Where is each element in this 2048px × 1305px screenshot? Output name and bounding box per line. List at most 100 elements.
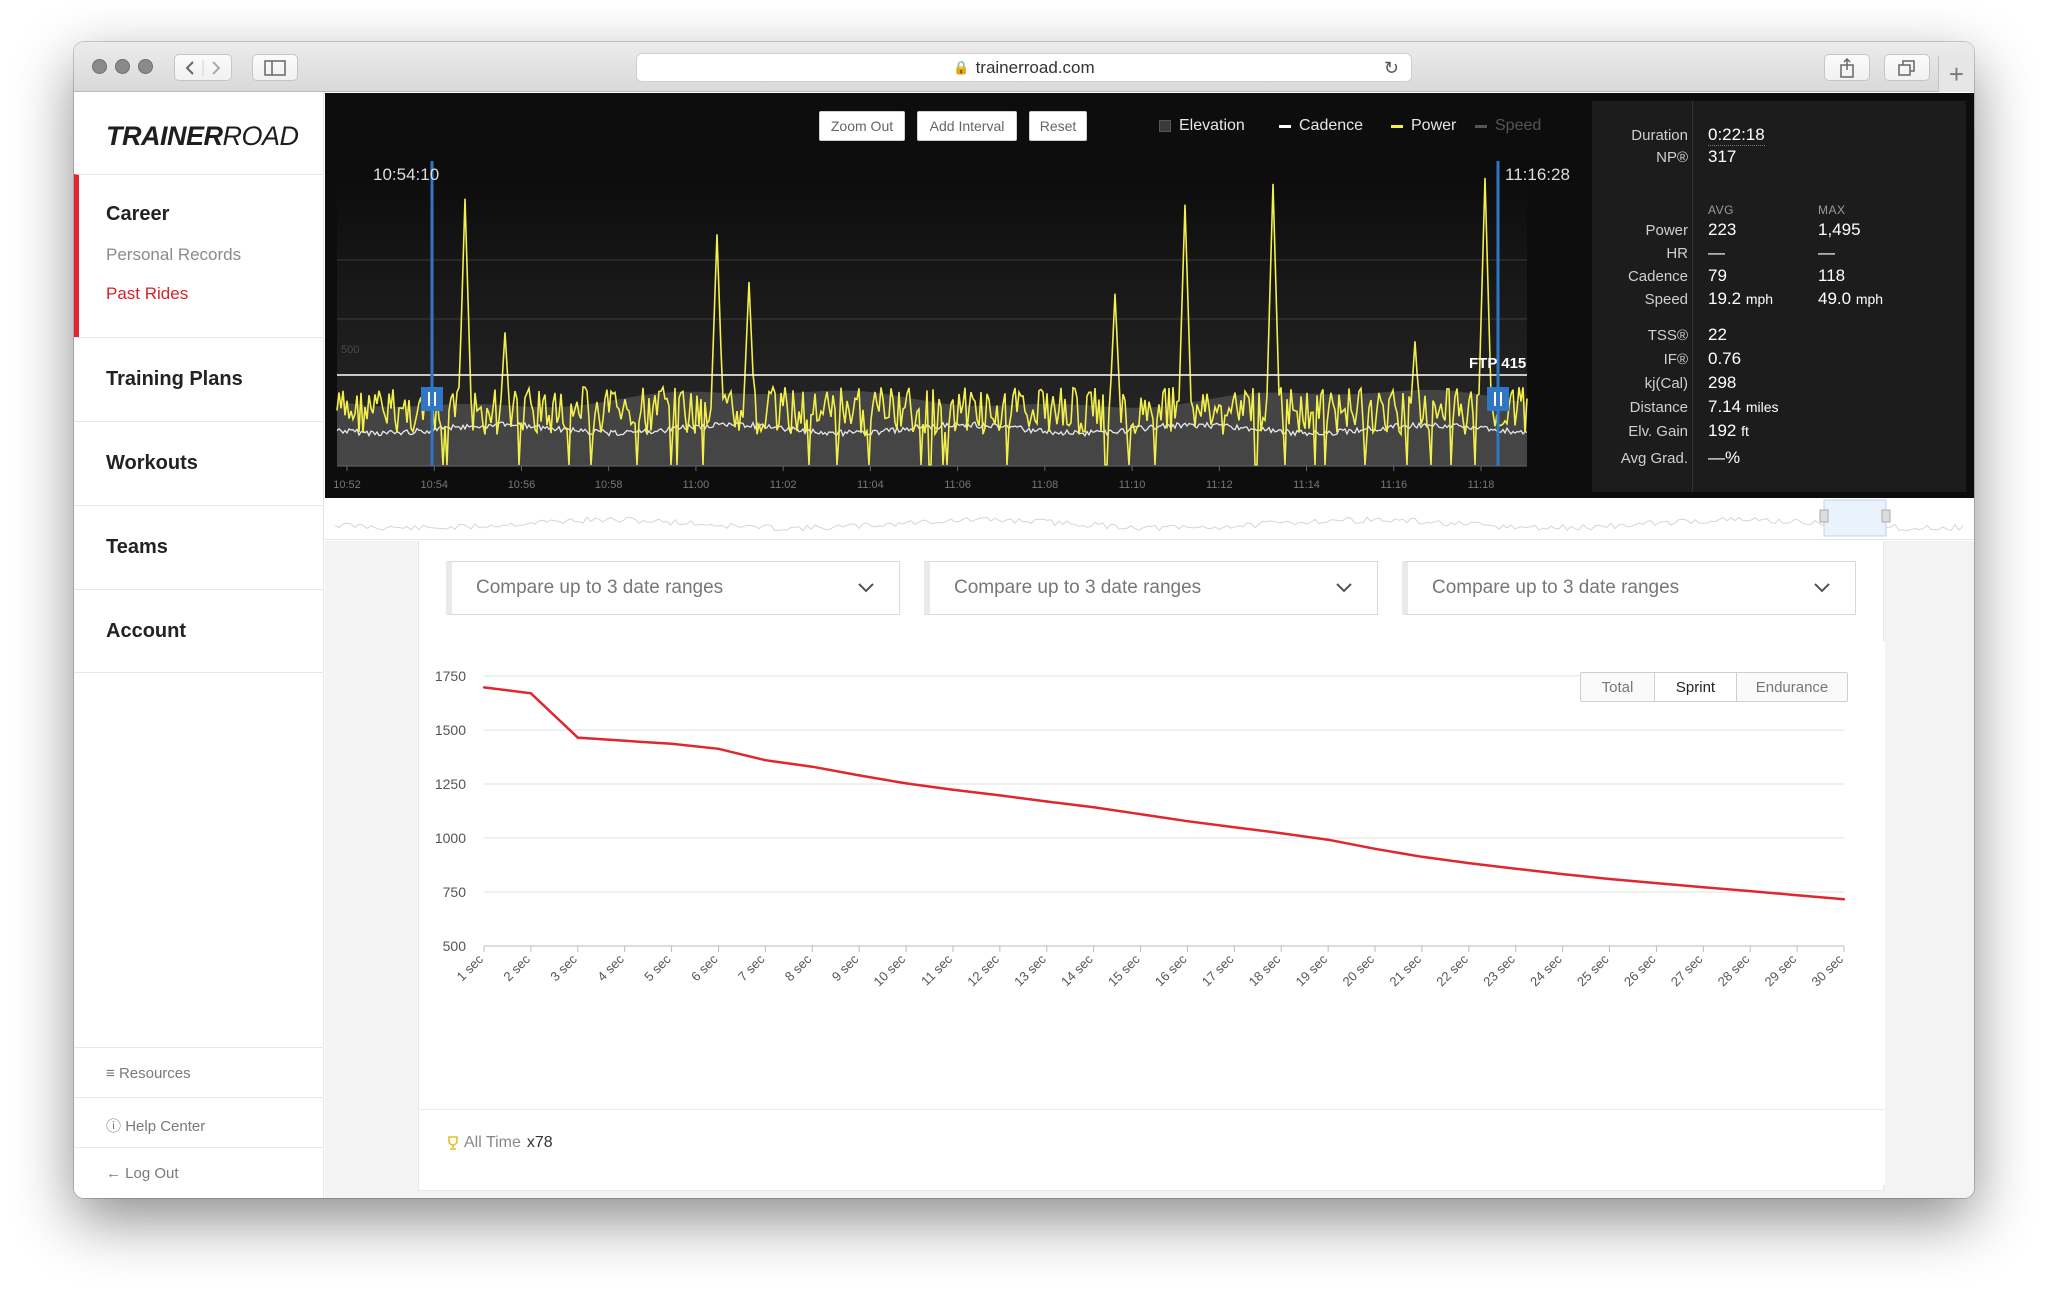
data-point[interactable] — [1514, 867, 1517, 870]
compare-dropdown-1[interactable]: Compare up to 3 date ranges — [446, 561, 900, 615]
nav-career[interactable]: Career — [106, 203, 170, 225]
ride-graph[interactable]: 500 10:52 10:54 10:56 10:58 11:00 11:02 11:04 1… — [325, 93, 1575, 498]
data-point[interactable] — [623, 739, 626, 742]
elevation-swatch — [1159, 120, 1171, 132]
reload-icon[interactable]: ↻ — [1383, 58, 1399, 78]
data-point[interactable] — [811, 765, 814, 768]
legend-cadence[interactable]: Cadence — [1279, 117, 1363, 135]
data-point[interactable] — [951, 788, 955, 792]
zoom-window-button[interactable] — [138, 59, 153, 74]
elv-gain-label: Elv. Gain — [1628, 423, 1688, 440]
trainerroad-logo[interactable]: TRAINERROAD — [106, 121, 299, 152]
tab-endurance[interactable]: Endurance — [1737, 673, 1847, 701]
data-point[interactable] — [529, 692, 533, 695]
overview-left-handle[interactable] — [1819, 509, 1829, 523]
speed-label: Speed — [1644, 291, 1688, 308]
log-out-icon: ← — [106, 1165, 121, 1182]
tss-value: 22 — [1708, 325, 1727, 344]
data-point[interactable] — [1092, 806, 1095, 809]
avg-grad-label: Avg Grad. — [1620, 450, 1688, 467]
data-point[interactable] — [1373, 847, 1377, 850]
new-tab-icon[interactable]: + — [1938, 56, 1974, 92]
power-swatch — [1391, 124, 1403, 128]
x-tick-label: 11:00 — [683, 479, 710, 491]
resources-link[interactable]: ≡ Resources — [106, 1065, 191, 1082]
power-label: Power — [1645, 222, 1688, 239]
divider — [74, 1147, 324, 1148]
resources-icon: ≡ — [106, 1065, 115, 1082]
reset-button[interactable]: Reset — [1029, 111, 1087, 141]
tss-label: TSS® — [1647, 327, 1688, 344]
tabs-overview-button[interactable] — [1884, 54, 1930, 81]
all-time-badge[interactable]: All Time x78 — [445, 1134, 553, 1152]
compare-dropdown-2[interactable]: Compare up to 3 date ranges — [924, 561, 1378, 615]
power-curve-chart[interactable]: 500 750 1000 1250 1500 1750 1 sec 2 sec 3 sec 4 s… — [419, 641, 1885, 1111]
cadence-label: Cadence — [1627, 268, 1688, 285]
data-point[interactable] — [1749, 889, 1752, 893]
help-center-link[interactable]: ⓘ Help Center — [106, 1115, 205, 1136]
hr-label: HR — [1666, 245, 1688, 262]
log-out-link[interactable]: ← Log Out — [106, 1165, 179, 1182]
nav-teams[interactable]: Teams — [106, 536, 168, 558]
interval-start-handle[interactable] — [421, 387, 443, 411]
data-point[interactable] — [1608, 877, 1611, 881]
compare-dropdown-3[interactable]: Compare up to 3 date ranges — [1402, 561, 1856, 615]
legend-elevation[interactable]: Elevation — [1159, 117, 1245, 135]
data-point[interactable] — [1561, 872, 1564, 876]
x-tick-label: 10:58 — [595, 479, 623, 491]
nav-account[interactable]: Account — [106, 620, 186, 642]
duration-label: Duration — [1631, 127, 1688, 144]
overview-right-handle[interactable] — [1881, 509, 1891, 523]
data-point[interactable] — [1842, 898, 1846, 901]
data-point[interactable] — [1045, 800, 1048, 803]
tab-total[interactable]: Total — [1581, 673, 1655, 701]
address-bar[interactable]: 🔒 trainerroad.com ↻ — [636, 53, 1412, 82]
y-tick-label: 1500 — [435, 722, 466, 738]
data-point[interactable] — [1795, 894, 1799, 897]
data-point[interactable] — [764, 759, 767, 762]
nav-past-rides[interactable]: Past Rides — [106, 284, 189, 303]
overview-selection[interactable] — [1823, 499, 1887, 537]
zoom-out-button[interactable]: Zoom Out — [819, 111, 905, 141]
distance-value: 7.14 miles — [1708, 397, 1779, 417]
back-forward-buttons[interactable] — [174, 54, 232, 81]
data-point[interactable] — [1702, 886, 1705, 889]
data-point[interactable] — [1280, 832, 1283, 835]
data-point[interactable] — [717, 747, 720, 750]
data-point[interactable] — [576, 736, 579, 739]
data-point[interactable] — [998, 794, 1002, 797]
legend-power[interactable]: Power — [1391, 117, 1456, 135]
x-tick-label: 15 sec — [1105, 951, 1143, 989]
x-tick-label: 25 sec — [1574, 951, 1612, 989]
data-point[interactable] — [1420, 855, 1424, 858]
data-point[interactable] — [857, 774, 861, 777]
data-point[interactable] — [1139, 813, 1142, 816]
data-point[interactable] — [904, 782, 908, 785]
interval-end-handle[interactable] — [1487, 387, 1509, 411]
handle-box — [421, 387, 443, 411]
legend-speed[interactable]: Speed — [1475, 117, 1541, 135]
x-tick-label: 20 sec — [1339, 951, 1377, 989]
ride-overview-navigator[interactable] — [325, 498, 1974, 540]
sidebar-toggle-button[interactable] — [252, 54, 298, 81]
speed-swatch — [1475, 124, 1487, 128]
data-point[interactable] — [482, 686, 486, 689]
share-button[interactable] — [1824, 54, 1870, 81]
nav-training-plans[interactable]: Training Plans — [106, 368, 243, 390]
nav-personal-records[interactable]: Personal Records — [106, 245, 242, 264]
data-point[interactable] — [1186, 819, 1189, 823]
data-point[interactable] — [1467, 861, 1471, 865]
data-point[interactable] — [1326, 838, 1330, 841]
tab-sprint[interactable]: Sprint — [1655, 673, 1737, 701]
close-window-button[interactable] — [92, 59, 107, 74]
add-interval-button[interactable]: Add Interval — [917, 111, 1017, 141]
data-point[interactable] — [670, 742, 673, 746]
if-value: 0.76 — [1708, 349, 1742, 368]
x-tick-label: 10:56 — [508, 479, 536, 491]
minimize-window-button[interactable] — [115, 59, 130, 74]
data-point[interactable] — [1655, 881, 1658, 885]
nav-workouts[interactable]: Workouts — [106, 452, 198, 474]
data-point[interactable] — [1233, 826, 1236, 829]
avg-grad-value: —% — [1708, 448, 1741, 467]
np-value: 317 — [1708, 147, 1737, 166]
